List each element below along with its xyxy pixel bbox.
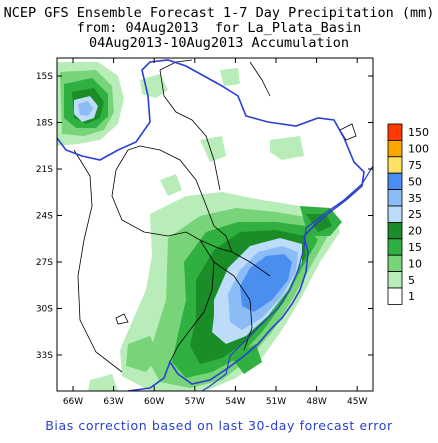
coastline — [201, 165, 373, 391]
legend-label: 35 — [408, 192, 422, 205]
legend-label: 5 — [408, 274, 415, 287]
lat-label: 33S — [36, 351, 53, 361]
longitude-axis: 66W 63W 60W 57W 54W 51W 48W 45W — [63, 58, 367, 407]
legend-swatch — [387, 139, 403, 158]
legend-swatch — [387, 271, 403, 289]
legend-swatch — [387, 287, 403, 305]
bias-correction-note: Bias correction based on last 30-day for… — [45, 418, 393, 433]
lat-label: 24S — [36, 212, 53, 222]
lon-label: 45W — [347, 397, 367, 407]
lat-label: 30S — [36, 305, 53, 315]
precipitation-shading — [57, 62, 342, 391]
map-title-line2: from: 04Aug2013 for La_Plata_Basin — [76, 20, 362, 36]
legend-label: 15 — [408, 241, 422, 254]
legend-swatch — [387, 189, 403, 207]
legend-swatch — [387, 123, 403, 141]
legend-label: 10 — [408, 257, 422, 270]
legend-label: 1 — [408, 290, 415, 303]
precipitation-legend: 150 100 75 50 35 25 20 15 10 5 1 — [387, 123, 429, 305]
lat-label: 21S — [36, 165, 53, 175]
legend-swatch — [387, 156, 403, 174]
lon-label: 54W — [225, 397, 245, 407]
legend-label: 25 — [408, 208, 422, 221]
basin-boundary — [57, 59, 365, 391]
lat-label: 15S — [36, 72, 53, 82]
lon-label: 57W — [185, 397, 205, 407]
map-title-line1: NCEP GFS Ensemble Forecast 1-7 Day Preci… — [3, 5, 435, 21]
map-frame — [56, 57, 374, 392]
legend-swatch — [387, 238, 403, 256]
lon-label: 66W — [63, 397, 83, 407]
lat-label: 27S — [36, 258, 53, 268]
legend-swatch — [387, 205, 403, 223]
lon-label: 48W — [306, 397, 326, 407]
legend-label: 50 — [408, 175, 422, 188]
legend-label: 20 — [408, 225, 422, 238]
latitude-axis: 15S 18S 21S 24S 27S 30S 33S — [36, 72, 373, 361]
legend-label: 150 — [408, 126, 429, 139]
lon-label: 60W — [144, 397, 164, 407]
lon-label: 63W — [103, 397, 123, 407]
legend-swatch — [387, 172, 403, 190]
legend-label: 100 — [408, 143, 429, 156]
lat-label: 18S — [36, 119, 53, 129]
legend-label: 75 — [408, 159, 422, 172]
map-title-line3: 04Aug2013-10Aug2013 Accumulation — [88, 35, 350, 51]
legend-swatch — [387, 221, 403, 240]
map-content — [57, 59, 373, 391]
lon-label: 51W — [266, 397, 286, 407]
legend-swatch — [387, 254, 403, 272]
